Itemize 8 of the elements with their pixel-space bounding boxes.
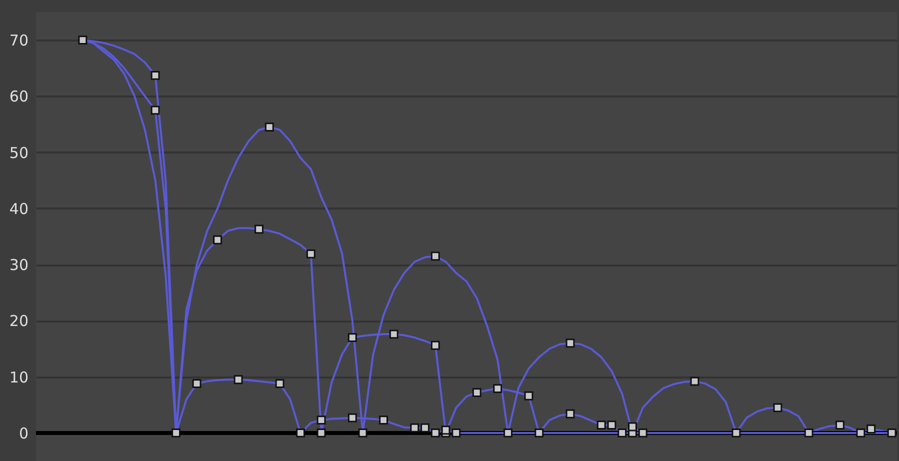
y-tick-label: 40 (9, 200, 28, 218)
y-tick-label: 70 (9, 32, 28, 50)
y-tick-label: 20 (9, 312, 28, 330)
y-tick-label: 60 (9, 88, 28, 106)
y-tick-label: 50 (9, 144, 28, 162)
y-tick-label: 10 (9, 368, 28, 386)
y-tick-label: 30 (9, 256, 28, 274)
y-tick-label: 0 (18, 424, 28, 442)
